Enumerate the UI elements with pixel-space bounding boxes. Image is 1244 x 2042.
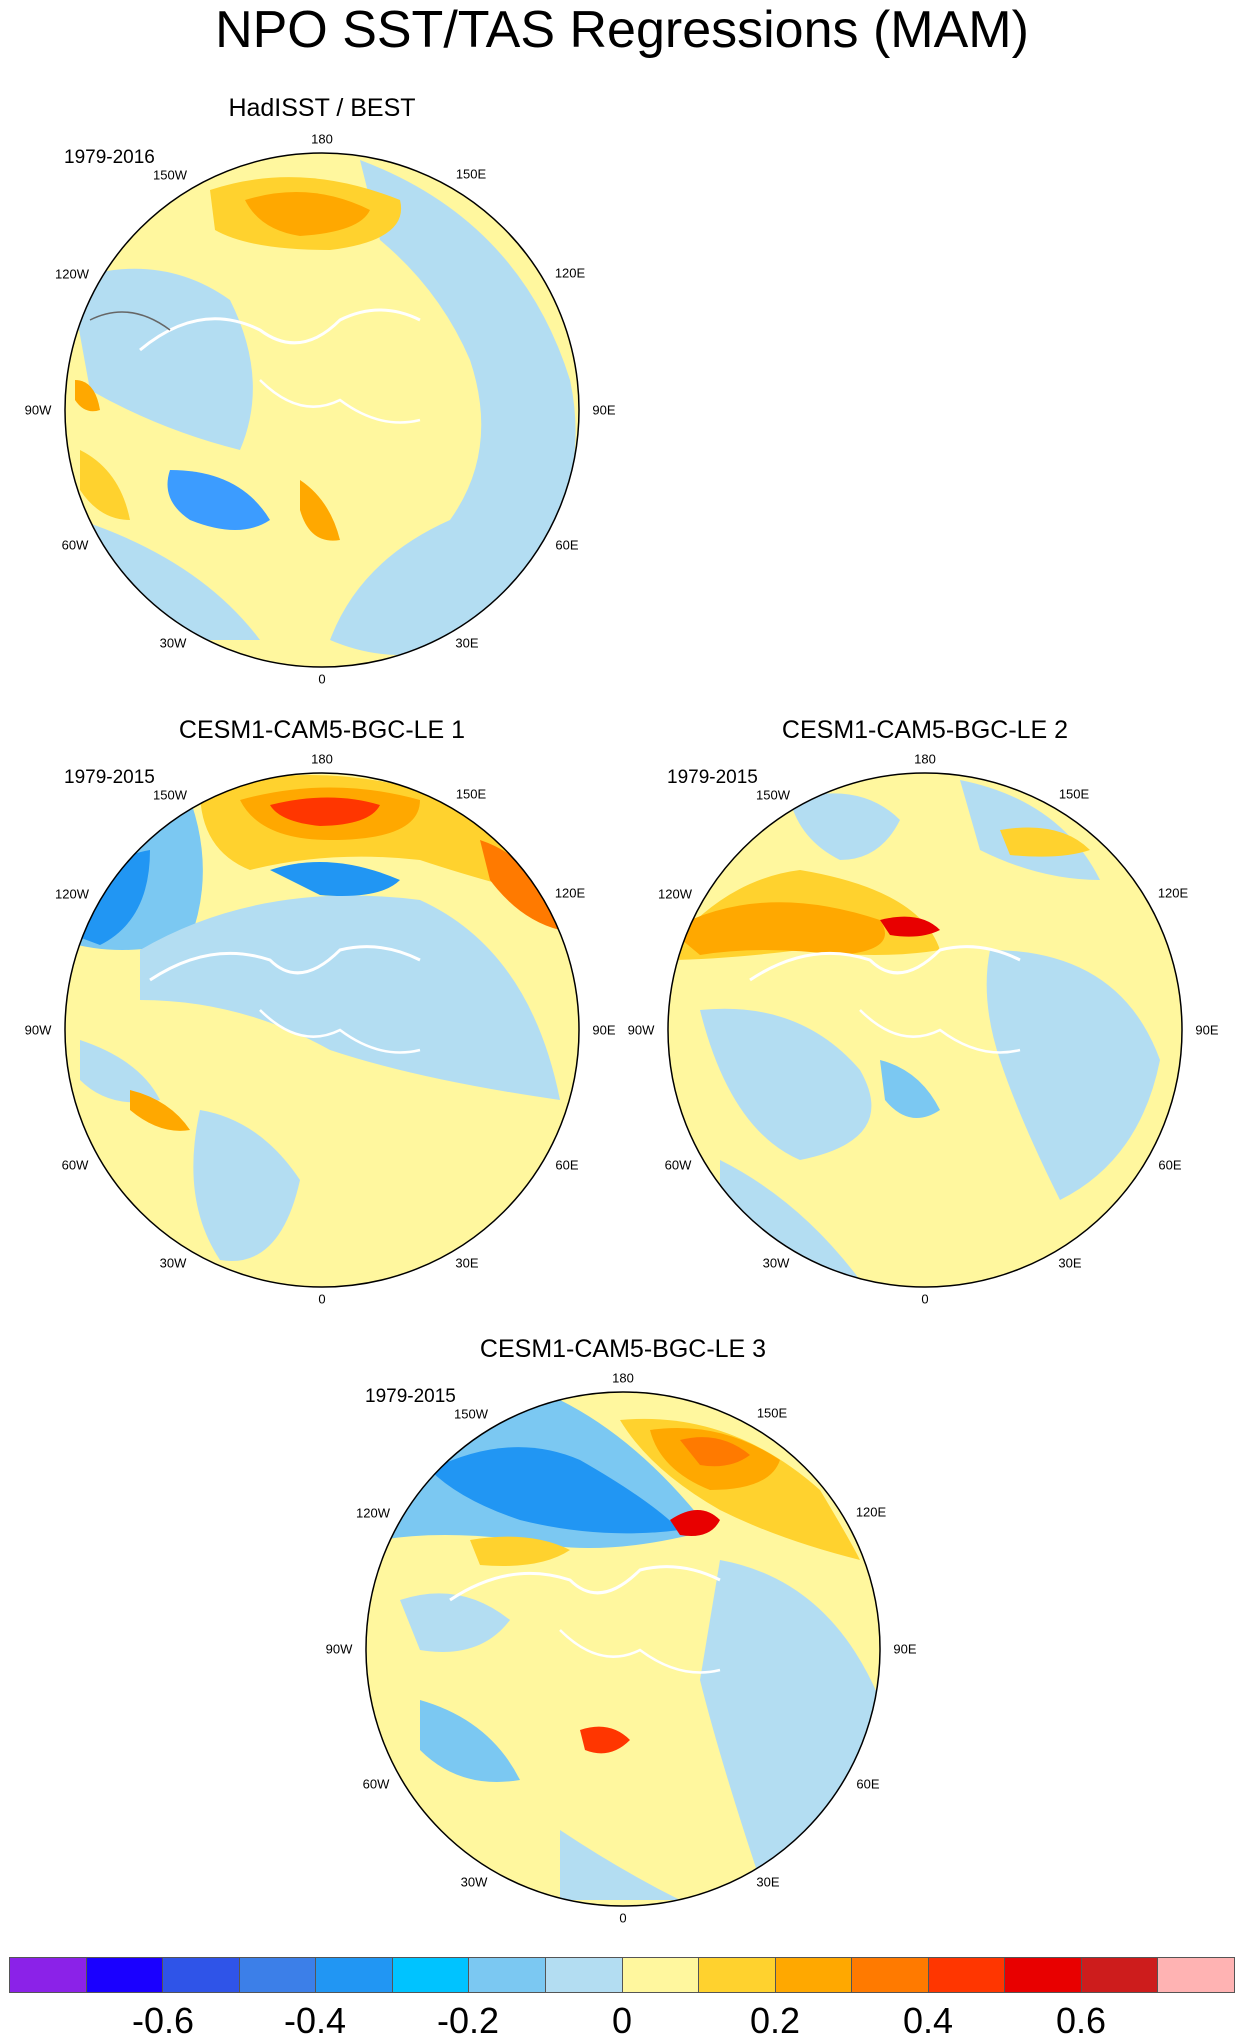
colorbar-box-0 [10, 1958, 87, 1992]
lon-label-90w: 90W [627, 1022, 655, 1038]
lon-label-120w: 120W [55, 886, 89, 902]
lon-label-120w: 120W [658, 886, 692, 902]
lon-label-150e: 150E [1058, 786, 1090, 802]
lon-label-60e: 60E [1158, 1157, 1182, 1173]
lon-label-120e: 120E [1157, 885, 1189, 901]
main-title: NPO SST/TAS Regressions (MAM) [215, 1, 1029, 59]
lon-label-120w: 120W [55, 266, 89, 282]
lon-label-90e: 90E [592, 402, 616, 418]
lon-label-180: 180 [311, 131, 333, 147]
lon-label-30e: 30E [455, 1255, 479, 1271]
colorbar-box-14 [1081, 1958, 1159, 1992]
lon-label-60w: 60W [61, 1157, 89, 1173]
lon-label-30e: 30E [1058, 1255, 1082, 1271]
lon-label-0: 0 [318, 671, 326, 687]
colorbar-box-1 [86, 1958, 164, 1992]
colorbar-tick-label: -0.2 [436, 2000, 500, 2041]
lon-label-30e: 30E [455, 635, 479, 651]
lon-label-150e: 150E [756, 1405, 788, 1421]
colorbar-box-10 [775, 1958, 853, 1992]
panel-title: HadISST / BEST [228, 94, 416, 122]
colorbar-box-7 [545, 1958, 623, 1992]
lon-label-150w: 150W [454, 1406, 488, 1422]
lon-label-60w: 60W [61, 537, 89, 553]
colorbar-box-11 [852, 1958, 929, 1992]
lon-label-120e: 120E [855, 1504, 887, 1520]
colorbar-box-8 [622, 1958, 700, 1992]
colorbar-tick-label: 0.2 [749, 2000, 801, 2041]
lon-label-150w: 150W [153, 167, 187, 183]
colorbar-box-4 [316, 1958, 393, 1992]
colorbar [9, 1957, 1235, 1993]
lon-label-90e: 90E [893, 1641, 917, 1657]
lon-label-120w: 120W [356, 1505, 390, 1521]
lon-label-150w: 150W [756, 787, 790, 803]
colorbar-tick-label: 0.6 [1055, 2000, 1107, 2041]
lon-label-60w: 60W [362, 1776, 390, 1792]
panel-period: 1979-2016 [64, 147, 155, 168]
colorbar-tick-label: -0.6 [131, 2000, 195, 2041]
lon-label-30w: 30W [460, 1874, 488, 1890]
colorbar-box-12 [928, 1958, 1006, 1992]
colorbar-box-9 [699, 1958, 776, 1992]
lon-label-90e: 90E [1195, 1022, 1219, 1038]
colorbar-box-13 [1005, 1958, 1082, 1992]
panel-period: 1979-2015 [667, 767, 758, 788]
lon-label-0: 0 [921, 1291, 929, 1307]
lon-label-60e: 60E [555, 537, 579, 553]
colorbar-box-15 [1158, 1958, 1234, 1992]
lon-label-180: 180 [914, 751, 936, 767]
colorbar-tick-label: 0 [611, 2000, 633, 2041]
lon-label-90w: 90W [325, 1641, 353, 1657]
lon-label-0: 0 [619, 1910, 627, 1926]
lon-label-120e: 120E [554, 265, 586, 281]
colorbar-box-6 [469, 1958, 546, 1992]
panel-title: CESM1-CAM5-BGC-LE 3 [479, 1335, 767, 1363]
lon-label-120e: 120E [554, 885, 586, 901]
panel-title: CESM1-CAM5-BGC-LE 2 [781, 716, 1069, 744]
lon-label-150w: 150W [153, 787, 187, 803]
colorbar-box-2 [163, 1958, 240, 1992]
lon-label-180: 180 [612, 1370, 634, 1386]
lon-label-0: 0 [318, 1291, 326, 1307]
colorbar-tick-label: 0.4 [902, 2000, 954, 2041]
lon-label-90w: 90W [24, 402, 52, 418]
lon-label-180: 180 [311, 751, 333, 767]
lon-label-90e: 90E [592, 1022, 616, 1038]
panel-period: 1979-2015 [64, 767, 155, 788]
colorbar-box-5 [392, 1958, 470, 1992]
panel-title: CESM1-CAM5-BGC-LE 1 [178, 716, 466, 744]
lon-label-150e: 150E [455, 166, 487, 182]
panel-period: 1979-2015 [365, 1386, 456, 1407]
lon-label-150e: 150E [455, 786, 487, 802]
lon-label-30w: 30W [159, 1255, 187, 1271]
lon-label-60e: 60E [555, 1157, 579, 1173]
colorbar-box-3 [239, 1958, 317, 1992]
colorbar-tick-label: -0.4 [283, 2000, 347, 2041]
lon-label-30e: 30E [756, 1874, 780, 1890]
lon-label-90w: 90W [24, 1022, 52, 1038]
lon-label-60w: 60W [664, 1157, 692, 1173]
lon-label-60e: 60E [856, 1776, 880, 1792]
lon-label-30w: 30W [762, 1255, 790, 1271]
lon-label-30w: 30W [159, 635, 187, 651]
